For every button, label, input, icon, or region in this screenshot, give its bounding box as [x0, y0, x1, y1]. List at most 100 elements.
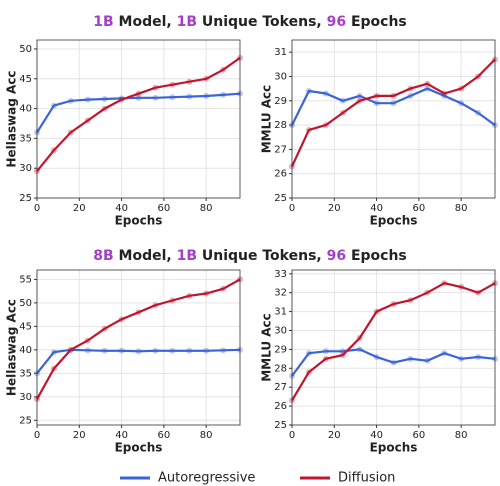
data-point: [441, 92, 448, 99]
data-point: [152, 302, 159, 309]
data-point: [50, 365, 57, 372]
x-axis-label: Epochs: [115, 441, 163, 455]
data-point: [203, 347, 210, 354]
data-point: [322, 355, 329, 362]
y-tick-label: 45: [19, 74, 32, 85]
data-point: [305, 88, 312, 95]
axes-frame: [36, 269, 241, 426]
data-point: [458, 355, 465, 362]
x-tick-label: 20: [328, 203, 341, 214]
data-point: [84, 96, 91, 103]
data-point: [441, 90, 448, 97]
x-tick-label: 80: [455, 203, 468, 214]
data-point: [203, 290, 210, 297]
x-tick-label: 40: [370, 430, 383, 441]
data-point: [169, 81, 176, 88]
x-axis-label: Epochs: [370, 214, 418, 228]
data-point: [305, 369, 312, 376]
y-tick-label: 26: [274, 169, 287, 180]
data-point: [339, 109, 346, 116]
title-part: Model,: [114, 14, 177, 30]
x-axis-label: Epochs: [115, 214, 163, 228]
series-line: [36, 278, 241, 400]
y-tick-label: 30: [274, 325, 287, 336]
data-point: [220, 285, 227, 292]
data-point: [220, 66, 227, 73]
y-tick-label: 29: [274, 344, 287, 355]
series-line: [36, 92, 241, 133]
y-tick-label: 31: [274, 47, 287, 58]
legend-label: Diffusion: [338, 471, 395, 486]
x-tick-label: 60: [413, 430, 426, 441]
row-title: 8B Model, 1B Unique Tokens, 96 Epochs: [93, 248, 407, 264]
data-point: [390, 100, 397, 107]
row-title: 1B Model, 1B Unique Tokens, 96 Epochs: [93, 14, 407, 30]
title-part: Epochs: [346, 14, 407, 30]
x-tick-label: 80: [455, 430, 468, 441]
series-line: [291, 87, 496, 126]
data-point: [101, 325, 108, 332]
title-part: 1B: [177, 248, 197, 264]
x-tick-label: 80: [200, 430, 213, 441]
y-axis-label: Hellaswag Acc: [5, 299, 19, 396]
data-point: [475, 109, 482, 116]
data-point: [458, 85, 465, 92]
y-tick-label: 27: [274, 382, 287, 393]
axes-frame: [291, 39, 496, 199]
axes-frame: [36, 39, 241, 199]
series-line: [291, 348, 496, 377]
data-point: [458, 100, 465, 107]
data-point: [424, 80, 431, 87]
series-line: [291, 58, 496, 167]
data-point: [118, 316, 125, 323]
data-point: [356, 92, 363, 99]
y-tick-label: 45: [19, 321, 32, 332]
data-point: [424, 357, 431, 364]
data-point: [407, 297, 414, 304]
x-tick-label: 40: [115, 203, 128, 214]
y-axis-label: MMLU Acc: [260, 85, 274, 154]
x-tick-label: 20: [328, 430, 341, 441]
data-point: [390, 92, 397, 99]
x-tick-label: 40: [370, 203, 383, 214]
y-tick-label: 35: [19, 368, 32, 379]
data-point: [373, 353, 380, 360]
y-tick-label: 50: [19, 298, 32, 309]
y-tick-label: 50: [19, 44, 32, 55]
y-tick-label: 25: [274, 420, 287, 431]
x-tick-label: 60: [158, 430, 171, 441]
data-point: [186, 347, 193, 354]
x-tick-label: 0: [289, 203, 295, 214]
data-point: [305, 126, 312, 133]
data-point: [356, 335, 363, 342]
data-point: [67, 97, 74, 104]
data-point: [220, 91, 227, 98]
data-point: [475, 73, 482, 80]
data-point: [169, 347, 176, 354]
data-point: [322, 122, 329, 129]
data-point: [322, 348, 329, 355]
y-tick-label: 25: [274, 193, 287, 204]
data-point: [373, 92, 380, 99]
x-tick-label: 60: [158, 203, 171, 214]
y-tick-label: 29: [274, 96, 287, 107]
data-point: [424, 85, 431, 92]
data-point: [203, 75, 210, 82]
y-tick-label: 30: [19, 163, 32, 174]
data-point: [50, 147, 57, 154]
data-point: [407, 85, 414, 92]
y-tick-label: 25: [19, 193, 32, 204]
y-tick-label: 30: [274, 71, 287, 82]
y-tick-label: 28: [274, 120, 287, 131]
title-part: 96: [327, 248, 346, 264]
y-tick-label: 30: [19, 392, 32, 403]
data-point: [424, 289, 431, 296]
title-part: Unique Tokens,: [197, 248, 327, 264]
data-point: [305, 350, 312, 357]
x-tick-label: 0: [34, 203, 40, 214]
data-point: [135, 94, 142, 101]
data-point: [118, 96, 125, 103]
y-tick-label: 35: [19, 133, 32, 144]
data-point: [135, 90, 142, 97]
data-point: [407, 92, 414, 99]
